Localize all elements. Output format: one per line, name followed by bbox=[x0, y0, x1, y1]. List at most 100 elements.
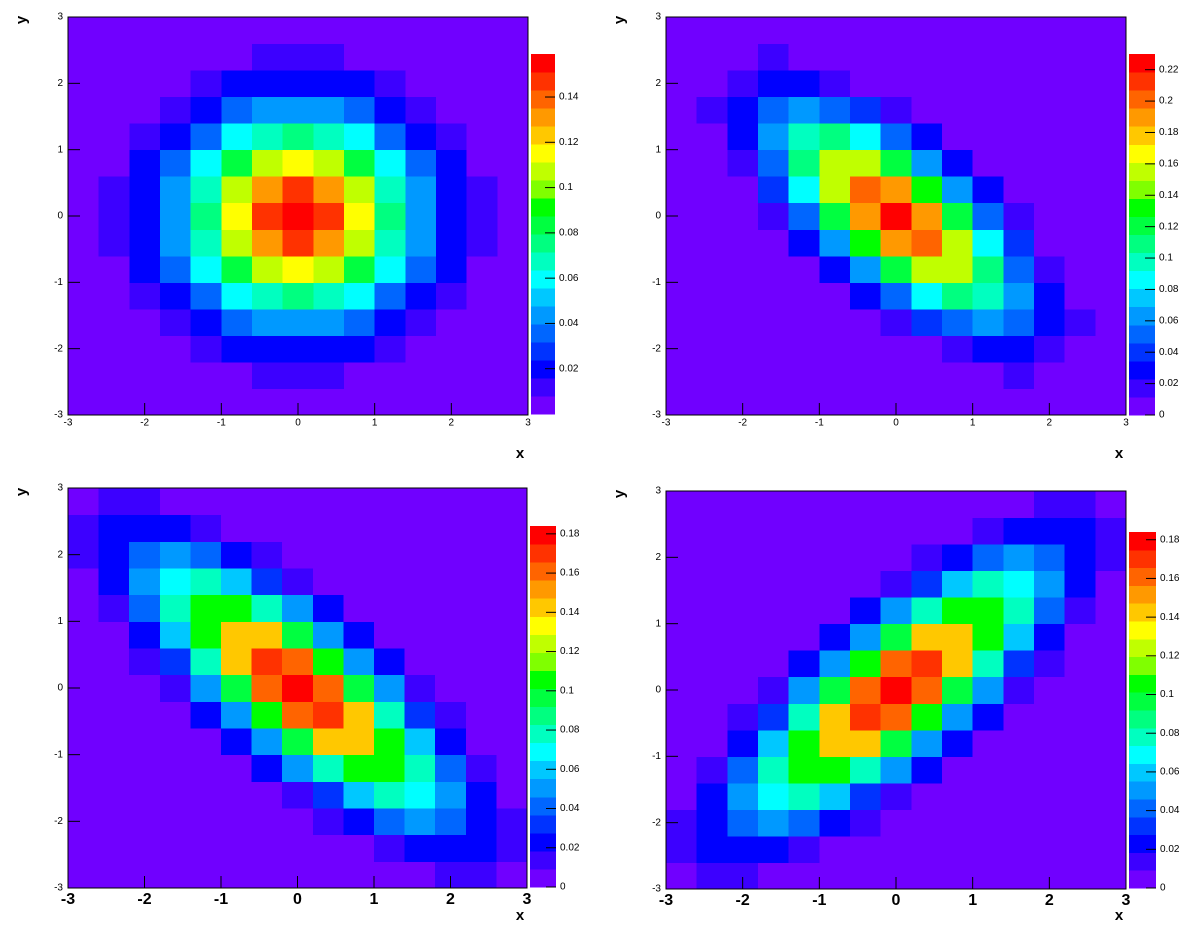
bin-cell bbox=[758, 491, 790, 519]
bin-cell bbox=[252, 282, 284, 310]
y-tick-label: -2 bbox=[652, 817, 661, 828]
bin-cell bbox=[313, 202, 345, 230]
bin-cell bbox=[972, 517, 1004, 545]
bin-cell bbox=[374, 282, 406, 310]
bin-cell bbox=[98, 754, 130, 782]
bin-cell bbox=[252, 123, 284, 151]
colorbar-band bbox=[530, 616, 556, 635]
bin-cell bbox=[666, 282, 698, 310]
bin-cell bbox=[465, 568, 497, 596]
colorbar-band bbox=[1129, 532, 1156, 551]
bin-cell bbox=[374, 514, 406, 542]
y-tick-label: 3 bbox=[655, 12, 661, 23]
bin-cell bbox=[343, 674, 375, 702]
histogram-panel: -3 -2 -1 0 1 2 3 -3 -2 -1 0 1 2 3 0.02 0.04 0.06 0.08 0.1 0… bbox=[13, 12, 579, 462]
bin-cell bbox=[819, 729, 851, 757]
bin-cell bbox=[696, 70, 728, 98]
colorbar-band bbox=[1129, 378, 1155, 398]
bin-cell bbox=[696, 544, 728, 572]
bin-cell bbox=[727, 809, 759, 837]
colorbar-band bbox=[1129, 799, 1156, 818]
bin-cell bbox=[1003, 361, 1035, 389]
colorbar-band bbox=[530, 544, 556, 563]
x-tick-label: -2 bbox=[736, 892, 750, 909]
bin-cell bbox=[159, 621, 191, 649]
bin-cell bbox=[496, 648, 528, 676]
bin-cell bbox=[159, 594, 191, 622]
bin-cell bbox=[465, 834, 497, 862]
bin-cell bbox=[1003, 17, 1035, 45]
bin-cell bbox=[221, 728, 253, 756]
bin-cell bbox=[159, 701, 191, 729]
bin-cell bbox=[404, 808, 436, 836]
bin-cell bbox=[68, 728, 100, 756]
bin-cell bbox=[98, 861, 130, 889]
y-tick-label: -1 bbox=[652, 751, 661, 762]
colorbar-band bbox=[1129, 126, 1155, 145]
bin-cell bbox=[496, 568, 528, 596]
bin-cell bbox=[942, 70, 974, 98]
bin-cell bbox=[405, 361, 437, 389]
y-tick-label: 0 bbox=[57, 211, 63, 222]
bin-cell bbox=[68, 361, 100, 389]
bin-cell bbox=[129, 648, 161, 676]
y-tick-label: 3 bbox=[57, 12, 63, 23]
bin-cell bbox=[850, 176, 882, 204]
bin-cell bbox=[819, 835, 851, 863]
bin-cell bbox=[758, 229, 790, 257]
bin-cell bbox=[850, 809, 882, 837]
y-tick-label: 2 bbox=[655, 78, 661, 89]
bin-cell bbox=[819, 123, 851, 151]
bin-cell bbox=[758, 650, 790, 678]
bin-cell bbox=[1095, 650, 1127, 678]
colorbar-tick-label: 0.1 bbox=[560, 685, 574, 696]
bin-cell bbox=[282, 621, 314, 649]
bin-cell bbox=[819, 862, 851, 890]
bin-cell bbox=[190, 674, 222, 702]
bin-cell bbox=[911, 255, 943, 283]
bin-cell bbox=[880, 809, 912, 837]
bin-cell bbox=[344, 202, 376, 230]
bin-cell bbox=[252, 149, 284, 177]
bin-cell bbox=[160, 149, 192, 177]
colorbar-band bbox=[1129, 816, 1156, 836]
bin-cell bbox=[496, 514, 528, 542]
bin-cell bbox=[312, 674, 344, 702]
bin-cell bbox=[221, 229, 253, 257]
bin-cell bbox=[68, 568, 100, 596]
bin-cell bbox=[788, 756, 820, 784]
bin-cell bbox=[190, 388, 222, 416]
bin-cell bbox=[1034, 70, 1066, 98]
bin-cell bbox=[1034, 756, 1066, 784]
bin-cell bbox=[880, 176, 912, 204]
bin-cell bbox=[436, 17, 468, 45]
bin-cell bbox=[1095, 388, 1127, 416]
colorbar-band bbox=[531, 342, 555, 361]
bin-cell bbox=[758, 282, 790, 310]
bin-cell bbox=[942, 17, 974, 45]
colorbar-band bbox=[530, 814, 556, 834]
bin-cell bbox=[972, 676, 1004, 704]
bin-cell bbox=[758, 96, 790, 124]
bin-cell bbox=[344, 255, 376, 283]
bin-cell bbox=[1003, 70, 1035, 98]
colorbar-band bbox=[531, 360, 555, 379]
bin-cell bbox=[436, 202, 468, 230]
bin-cell bbox=[465, 674, 497, 702]
bin-cell bbox=[942, 308, 974, 336]
bin-cell bbox=[312, 568, 344, 596]
bin-cell bbox=[819, 308, 851, 336]
bin-cell bbox=[190, 70, 222, 98]
bin-cell bbox=[1064, 308, 1096, 336]
bin-cell bbox=[911, 862, 943, 890]
bin-cell bbox=[435, 674, 467, 702]
bin-cell bbox=[880, 96, 912, 124]
bin-cell bbox=[252, 335, 284, 363]
colorbar-tick-label: 0.18 bbox=[560, 528, 580, 539]
bin-cell bbox=[312, 808, 344, 836]
bin-cell bbox=[727, 335, 759, 363]
bin-cell bbox=[435, 754, 467, 782]
bin-cell bbox=[972, 623, 1004, 651]
colorbar-band bbox=[1129, 549, 1156, 569]
bin-cell bbox=[374, 361, 406, 389]
